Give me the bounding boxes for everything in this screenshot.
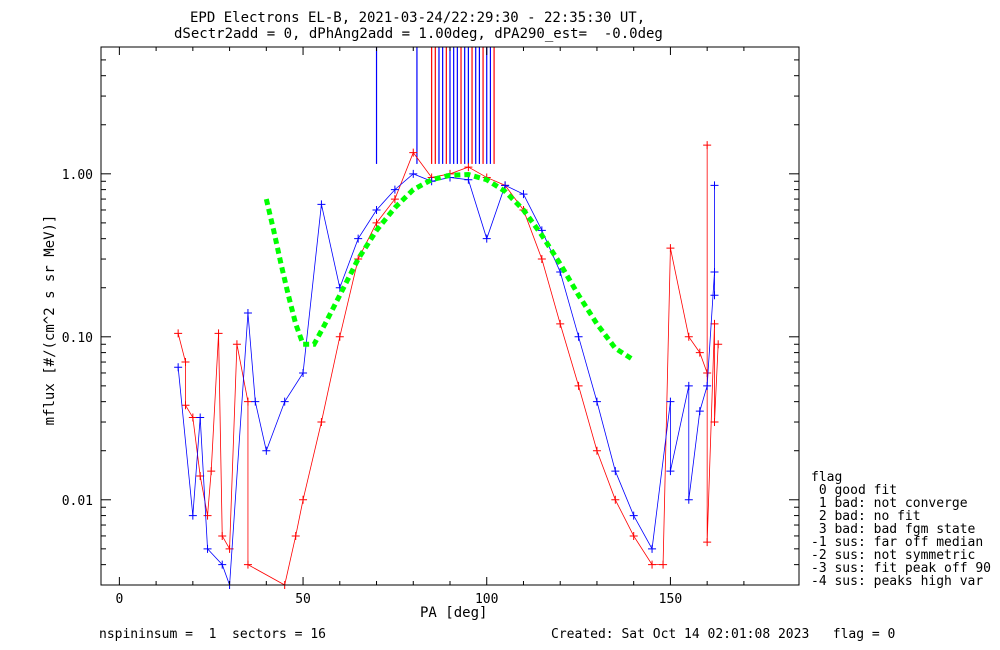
- data-point-red: [207, 467, 216, 476]
- data-point-blue: [262, 446, 271, 455]
- data-point-blue: [695, 407, 704, 416]
- chart-marks: [174, 47, 723, 589]
- data-point-blue: [251, 397, 260, 406]
- x-tick-label: 50: [295, 592, 311, 607]
- data-point-red: [592, 446, 601, 455]
- data-point-red: [695, 348, 704, 357]
- data-point-red: [243, 397, 252, 406]
- data-point-blue: [666, 467, 675, 476]
- x-tick-label: 150: [659, 592, 682, 607]
- data-point-red: [218, 531, 227, 540]
- data-point-red: [464, 163, 473, 172]
- y-tick-label: 0.10: [62, 331, 93, 346]
- data-point-red: [710, 418, 719, 427]
- data-point-red: [214, 329, 223, 338]
- legend-item: 1 bad: not converge: [811, 496, 968, 511]
- legend-title: flag: [811, 470, 843, 485]
- x-tick-label: 0: [115, 592, 123, 607]
- legend-item: -2 sus: not symmetric: [811, 548, 976, 563]
- series-line-red: [177, 145, 719, 586]
- data-point-red: [659, 560, 668, 569]
- data-point-blue: [611, 467, 620, 476]
- data-point-red: [174, 329, 183, 338]
- data-point-red: [629, 531, 638, 540]
- data-point-red: [703, 141, 712, 150]
- data-point-red: [714, 340, 723, 349]
- data-point-blue: [710, 291, 719, 300]
- data-point-red: [648, 560, 657, 569]
- data-point-blue: [218, 560, 227, 569]
- data-point-red: [335, 332, 344, 341]
- data-point-blue: [280, 397, 289, 406]
- x-axis-label: PA [deg]: [420, 605, 488, 621]
- data-point-red: [710, 319, 719, 328]
- legend-item: -4 sus: peaks high var: [811, 574, 984, 589]
- data-point-blue: [482, 234, 491, 243]
- data-point-blue: [203, 544, 212, 553]
- legend-item: 3 bad: bad fgm state: [811, 522, 976, 537]
- data-point-blue: [409, 169, 418, 178]
- series-line-blue: [177, 173, 715, 586]
- data-point-blue: [390, 185, 399, 194]
- data-point-red: [703, 538, 712, 547]
- data-point-blue: [710, 181, 719, 190]
- chart-title-line1: EPD Electrons EL-B, 2021-03-24/22:29:30 …: [190, 10, 646, 26]
- data-point-blue: [574, 332, 583, 341]
- data-point-red: [703, 368, 712, 377]
- footer-left: nspininsum = 1 sectors = 16: [99, 627, 326, 642]
- x-tick-label: 100: [475, 592, 498, 607]
- data-point-red: [666, 244, 675, 253]
- data-point-red: [299, 495, 308, 504]
- data-point-blue: [299, 368, 308, 377]
- data-point-blue: [372, 205, 381, 214]
- legend-item: -3 sus: fit peak off 90: [811, 561, 992, 576]
- data-point-blue: [703, 381, 712, 390]
- data-point-red: [684, 332, 693, 341]
- legend-item: -1 sus: far off median: [811, 535, 984, 550]
- chart-title-line2: dSectr2add = 0, dPhAng2add = 1.00deg, dP…: [174, 26, 663, 42]
- fit-curve: [263, 172, 636, 363]
- y-axis-label: mflux [#/(cm^2 s sr MeV)]: [42, 214, 58, 426]
- chart-axes: 0 50 100 150 0.01 0.10 1.00: [62, 46, 799, 607]
- data-point-blue: [666, 397, 675, 406]
- legend-item: 2 bad: no fit: [811, 509, 921, 524]
- data-point-red: [181, 401, 190, 410]
- data-point-red: [203, 511, 212, 520]
- data-point-red: [188, 413, 197, 422]
- data-point-red: [372, 218, 381, 227]
- footer-right: Created: Sat Oct 14 02:01:08 2023 flag =…: [551, 627, 896, 642]
- y-tick-label: 0.01: [62, 494, 93, 509]
- data-point-blue: [684, 495, 693, 504]
- data-point-blue: [501, 181, 510, 190]
- data-point-blue: [629, 511, 638, 520]
- data-point-blue: [196, 413, 205, 422]
- data-point-red: [556, 319, 565, 328]
- data-point-blue: [243, 308, 252, 317]
- data-point-red: [537, 255, 546, 264]
- data-point-red: [611, 495, 620, 504]
- data-point-red: [181, 358, 190, 367]
- data-point-red: [409, 148, 418, 157]
- data-point-blue: [648, 544, 657, 553]
- y-tick-label: 1.00: [62, 168, 93, 183]
- data-point-red: [196, 471, 205, 480]
- data-point-blue: [684, 381, 693, 390]
- data-point-blue: [354, 234, 363, 243]
- data-point-blue: [188, 511, 197, 520]
- data-point-red: [574, 381, 583, 390]
- data-point-red: [243, 560, 252, 569]
- data-point-red: [390, 195, 399, 204]
- data-point-blue: [174, 363, 183, 372]
- data-point-blue: [710, 267, 719, 276]
- data-point-red: [232, 340, 241, 349]
- data-point-blue: [519, 190, 528, 199]
- data-point-blue: [317, 200, 326, 209]
- legend-item: 0 good fit: [811, 483, 898, 498]
- data-point-red: [291, 531, 300, 540]
- data-point-red: [317, 418, 326, 427]
- data-point-blue: [592, 397, 601, 406]
